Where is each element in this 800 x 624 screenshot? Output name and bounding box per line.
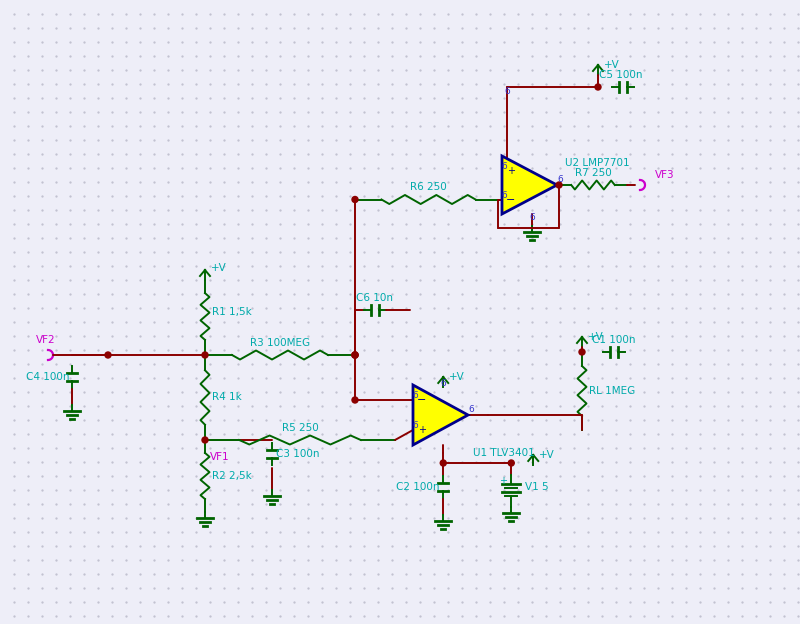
Text: R2 2,5k: R2 2,5k <box>212 471 252 481</box>
Text: 6: 6 <box>501 162 507 171</box>
Text: C2 100n: C2 100n <box>396 482 439 492</box>
Text: 6: 6 <box>468 406 474 414</box>
Text: R5 250: R5 250 <box>282 423 318 433</box>
Text: −: − <box>506 195 516 205</box>
Circle shape <box>105 352 111 358</box>
Circle shape <box>202 352 208 358</box>
Circle shape <box>595 84 601 90</box>
Text: 6: 6 <box>412 421 418 431</box>
Text: R7 250: R7 250 <box>574 168 611 178</box>
Circle shape <box>352 352 358 358</box>
Text: RL 1MEG: RL 1MEG <box>589 386 635 396</box>
Circle shape <box>556 182 562 188</box>
Text: 6: 6 <box>501 191 507 200</box>
Text: VF3: VF3 <box>655 170 674 180</box>
Text: C5 100n: C5 100n <box>599 70 642 80</box>
Circle shape <box>352 352 358 358</box>
Text: +V: +V <box>588 332 604 342</box>
Circle shape <box>352 397 358 403</box>
Text: U1 TLV3401: U1 TLV3401 <box>473 448 534 458</box>
Polygon shape <box>413 385 468 445</box>
Text: +: + <box>507 165 515 175</box>
Text: C6 10n: C6 10n <box>357 293 394 303</box>
Text: R4 1k: R4 1k <box>212 392 242 402</box>
Text: VF2: VF2 <box>36 335 56 345</box>
Text: 6: 6 <box>557 175 563 185</box>
Text: V1 5: V1 5 <box>526 482 549 492</box>
Text: 6: 6 <box>504 87 510 95</box>
Text: −: − <box>418 395 426 405</box>
Text: C1 100n: C1 100n <box>592 335 636 345</box>
Text: R1 1,5k: R1 1,5k <box>212 308 252 318</box>
Circle shape <box>202 437 208 443</box>
Circle shape <box>440 460 446 466</box>
Text: C3 100n: C3 100n <box>276 449 319 459</box>
Circle shape <box>352 352 358 358</box>
Circle shape <box>508 460 514 466</box>
Circle shape <box>579 349 585 355</box>
Text: U2 LMP7701: U2 LMP7701 <box>565 158 630 168</box>
Text: C4 100n: C4 100n <box>26 372 70 382</box>
Text: +V: +V <box>604 60 620 70</box>
Text: +: + <box>499 476 507 486</box>
Text: R6 250: R6 250 <box>410 182 447 192</box>
Text: +V: +V <box>450 372 465 382</box>
Text: +V: +V <box>211 263 226 273</box>
Text: VF1: VF1 <box>210 452 230 462</box>
Text: 6: 6 <box>440 379 446 388</box>
Polygon shape <box>502 156 557 214</box>
Text: +: + <box>418 425 426 435</box>
Text: R3 100MEG: R3 100MEG <box>250 338 310 348</box>
Text: 6: 6 <box>530 213 535 222</box>
Text: 6: 6 <box>412 391 418 401</box>
Text: +V: +V <box>539 450 555 460</box>
Circle shape <box>352 197 358 203</box>
